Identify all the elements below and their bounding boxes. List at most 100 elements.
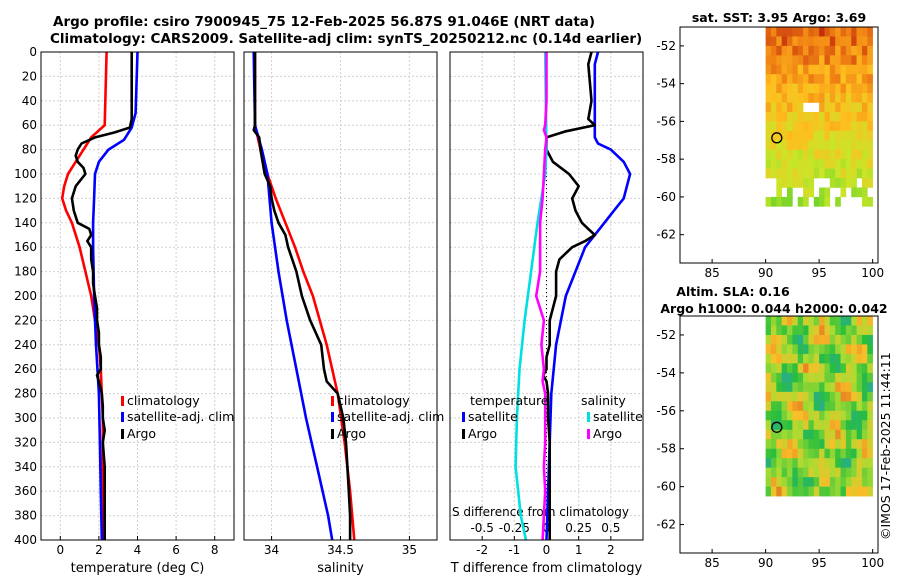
heatmap-cell [861, 93, 868, 103]
heatmap-cell [813, 64, 820, 75]
heatmap-cell [840, 45, 847, 56]
heatmap-cell [813, 36, 820, 47]
heatmap-cell [824, 344, 831, 355]
heatmap-cell [787, 55, 793, 66]
heatmap-cell [829, 102, 836, 113]
heatmap-cell [856, 467, 863, 478]
heatmap-cell [835, 353, 841, 364]
heatmap-cell [824, 159, 831, 169]
legend-swatch [331, 429, 334, 439]
y-tick-label: 220 [14, 313, 37, 327]
heatmap-cell [781, 363, 788, 374]
heatmap-cell [808, 410, 815, 421]
heatmap-cell [803, 467, 809, 478]
heatmap-cell [770, 486, 777, 497]
heatmap-cell [819, 55, 825, 66]
heatmap-cell [765, 420, 772, 431]
heatmap-cell [845, 83, 852, 94]
heatmap-cell [787, 159, 793, 169]
heatmap-cell [861, 401, 868, 412]
heatmap-cell [867, 439, 873, 450]
heatmap-cell [813, 420, 820, 431]
heatmap-cell [856, 36, 863, 47]
heatmap-cell [840, 429, 847, 440]
heatmap-cell [829, 111, 836, 122]
heatmap-cell [792, 353, 799, 364]
heatmap-cell [808, 439, 815, 450]
heatmap-cell [776, 334, 782, 345]
heatmap-cell [867, 121, 873, 132]
heatmap-cell [765, 130, 772, 141]
heatmap-cell [813, 93, 820, 103]
heatmap-cell [803, 178, 809, 188]
heatmap-cell [851, 382, 857, 393]
heatmap-cell [770, 159, 777, 169]
map-y-tick-label: -52 [656, 328, 676, 342]
heatmap-cell [797, 382, 804, 393]
heatmap-cell [770, 401, 777, 412]
map-x-tick-label: 95 [811, 266, 826, 280]
heatmap-cell [770, 420, 777, 431]
heatmap-cell [824, 429, 831, 440]
heatmap-cell [840, 420, 847, 431]
heatmap-cell [813, 439, 820, 450]
heatmap-cell [808, 363, 815, 374]
heatmap-cell [808, 353, 815, 364]
heatmap-cell [808, 420, 815, 431]
heatmap-cell [797, 458, 804, 468]
map-x-tick-label: 90 [758, 556, 773, 570]
heatmap-cell [797, 372, 804, 383]
heatmap-cell [867, 448, 873, 459]
heatmap-cell [824, 477, 831, 487]
heatmap-cell [781, 486, 788, 497]
heatmap-cell [787, 372, 793, 383]
legend-swatch [462, 429, 465, 439]
heatmap-cell [781, 420, 788, 431]
heatmap-cell [797, 64, 804, 75]
heatmap-cell [829, 382, 836, 393]
legend-label: climatology [337, 393, 410, 408]
heatmap-cell [829, 121, 836, 132]
heatmap-cell [835, 477, 841, 487]
heatmap-cell [845, 36, 852, 47]
heatmap-cell [851, 486, 857, 497]
heatmap-cell [803, 477, 809, 487]
y-tick-label: 40 [22, 94, 37, 108]
heatmap-cell [770, 429, 777, 440]
heatmap-cell [829, 316, 836, 326]
heatmap-cell [867, 420, 873, 431]
heatmap-cell [835, 439, 841, 450]
y-tick-label: 100 [14, 167, 37, 181]
heatmap-cell [851, 168, 857, 179]
heatmap-cell [776, 363, 782, 374]
x-tick-label: 0 [56, 543, 64, 557]
heatmap-cell [835, 140, 841, 151]
heatmap-cell [776, 477, 782, 487]
heatmap-cell [808, 178, 815, 188]
heatmap-cell [824, 410, 831, 421]
heatmap-cell [840, 83, 847, 94]
heatmap-cell [770, 111, 777, 122]
heatmap-cell [861, 149, 868, 160]
heatmap-cell [781, 196, 788, 207]
heatmap-cell [845, 477, 852, 487]
heatmap-cell [770, 55, 777, 66]
y-tick-label: 180 [14, 265, 37, 279]
heatmap-cell [787, 401, 793, 412]
heatmap-cell [845, 429, 852, 440]
heatmap-cell [835, 458, 841, 468]
heatmap-cell [845, 159, 852, 169]
heatmap-cell [856, 382, 863, 393]
heatmap-cell [851, 363, 857, 374]
heatmap-cell [829, 420, 836, 431]
heatmap-cell [781, 467, 788, 478]
heatmap-cell [787, 111, 793, 122]
heatmap-cell [856, 410, 863, 421]
heatmap-cell [770, 448, 777, 459]
heatmap-cell [856, 64, 863, 75]
heatmap-cell [803, 196, 809, 207]
heatmap-cell [824, 401, 831, 412]
heatmap-cell [867, 27, 873, 37]
heatmap-cell [808, 429, 815, 440]
heatmap-cell [845, 410, 852, 421]
